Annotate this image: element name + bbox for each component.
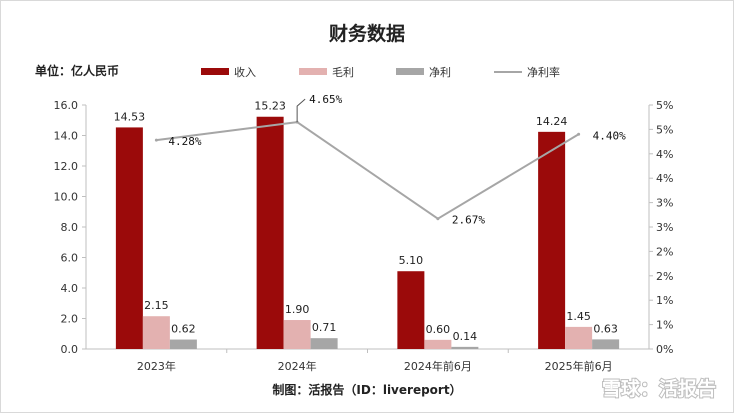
y-right-tick-label: 2%	[656, 245, 673, 258]
y-right-tick-label: 1%	[656, 319, 673, 332]
y-left-tick-label: 8.0	[61, 221, 79, 234]
net-margin-point	[154, 138, 158, 142]
data-label-net-profit: 0.71	[312, 321, 337, 334]
x-category-label: 2024年前6月	[404, 359, 472, 373]
data-label-net-margin: 4.28%	[168, 135, 201, 148]
y-left-tick-label: 12.0	[54, 160, 79, 173]
legend: 收入 毛利 净利 净利率	[201, 65, 560, 79]
y-right-tick-label: 2%	[656, 270, 673, 283]
data-label-gross-profit: 1.90	[285, 303, 310, 316]
bar-gross-profit	[142, 316, 170, 349]
chart-title: 财务数据	[329, 22, 405, 45]
y-right-tick-label: 1%	[656, 294, 673, 307]
data-label-net-profit: 0.63	[593, 322, 618, 335]
y-right-tick-label: 3%	[656, 221, 673, 234]
data-label-revenue: 15.23	[254, 100, 286, 113]
data-label-net-margin: 4.40%	[593, 129, 626, 142]
y-left-tick-label: 10.0	[54, 191, 79, 204]
y-left-tick-label: 0.0	[61, 343, 79, 356]
bar-revenue	[115, 127, 143, 349]
bar-net-profit	[592, 339, 620, 349]
y-right-tick-label: 5%	[656, 123, 673, 136]
y-left-tick-label: 6.0	[61, 252, 79, 265]
legend-label-net-margin: 净利率	[527, 65, 560, 79]
bar-gross-profit	[283, 320, 311, 349]
data-label-revenue: 14.24	[536, 115, 568, 128]
x-category-label: 2023年	[137, 359, 176, 373]
net-margin-label-leader	[296, 98, 306, 123]
source-label: 制图：活报告（ID：livereport）	[272, 382, 461, 397]
y-right-tick-label: 4%	[656, 148, 673, 161]
y-left-tick-label: 4.0	[61, 282, 79, 295]
data-label-net-profit: 0.62	[171, 323, 196, 336]
data-label-net-margin: 4.65%	[309, 93, 342, 106]
legend-swatch-gross-profit	[299, 68, 327, 75]
bar-net-profit	[451, 346, 479, 349]
bar-gross-profit	[424, 339, 452, 349]
bar-net-profit	[310, 338, 338, 349]
data-label-revenue: 14.53	[114, 110, 146, 123]
data-label-gross-profit: 0.60	[426, 323, 451, 336]
legend-label-revenue: 收入	[234, 65, 256, 79]
y-left-tick-label: 2.0	[61, 313, 79, 326]
axes: 0.0 2.0 4.0 6.0 8.0 10.0 12.0 14.0 16.0 0% 1% 1% 2% 2…	[54, 99, 674, 373]
bar-net-profit	[169, 339, 197, 349]
y-right-tick-label: 4%	[656, 172, 673, 185]
y-right-tick-label: 3%	[656, 197, 673, 210]
net-margin-point	[577, 132, 581, 136]
data-label-revenue: 5.10	[399, 254, 424, 267]
net-margin-point	[436, 217, 440, 221]
legend-swatch-net-profit	[396, 68, 424, 75]
data-label-gross-profit: 1.45	[566, 310, 591, 323]
data-label-gross-profit: 2.15	[144, 299, 169, 312]
y-right-tick-label: 0%	[656, 343, 673, 356]
legend-label-gross-profit: 毛利	[332, 66, 354, 79]
y-left-tick-label: 16.0	[54, 99, 79, 112]
watermark: 雪球：活报告	[602, 377, 716, 400]
y-left-tick-label: 14.0	[54, 130, 79, 143]
net-margin-line	[156, 121, 580, 220]
unit-label: 单位：亿人民币	[35, 63, 119, 78]
bar-gross-profit	[565, 326, 593, 349]
y-right-tick-label: 5%	[656, 99, 673, 112]
data-labels: 14.53 15.23 5.10 14.24 2.15 1.90 0.60 1.45 0.62 0…	[114, 93, 626, 343]
bar-revenue	[256, 116, 284, 350]
x-category-label: 2025年前6月	[545, 359, 613, 373]
net-margin-line-layer	[154, 98, 581, 221]
data-label-net-profit: 0.14	[453, 330, 478, 343]
bars	[115, 116, 620, 350]
legend-label-net-profit: 净利	[429, 65, 451, 79]
bar-revenue	[538, 131, 566, 349]
legend-swatch-revenue	[201, 68, 229, 75]
bar-revenue	[397, 271, 425, 349]
data-label-net-margin: 2.67%	[452, 214, 485, 227]
x-category-label: 2024年	[278, 359, 317, 373]
